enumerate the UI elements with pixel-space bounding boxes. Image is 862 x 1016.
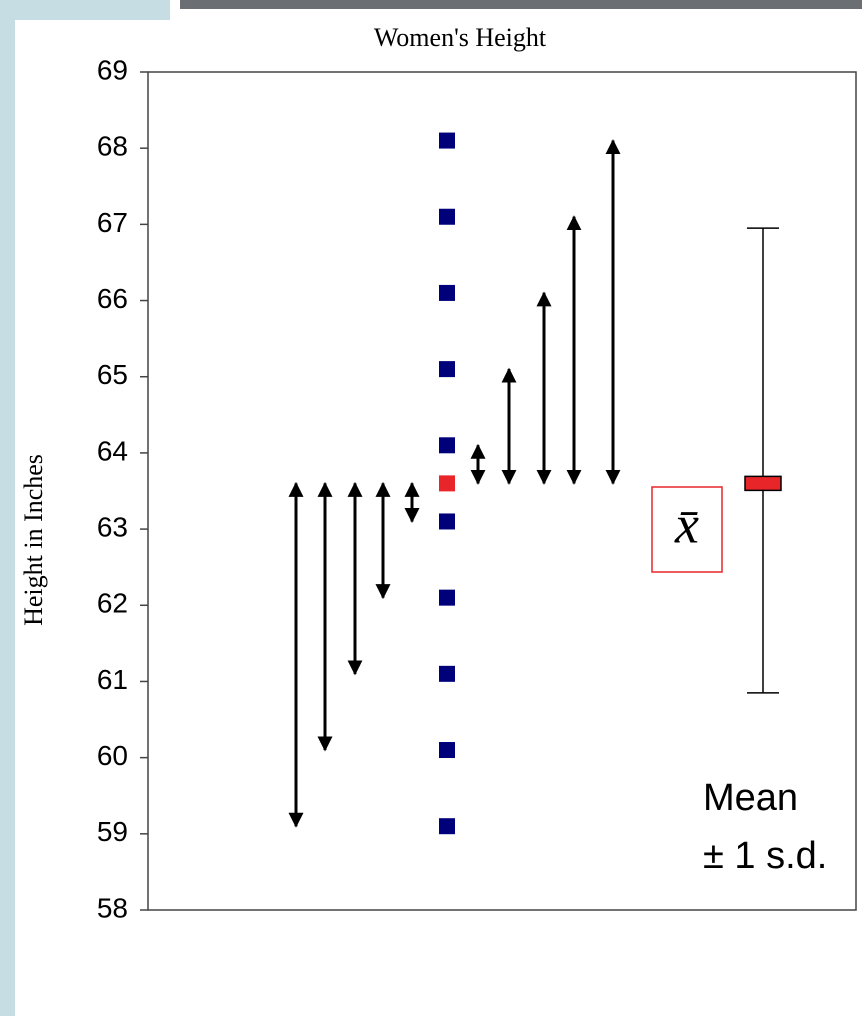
y-tick-label: 61 bbox=[97, 664, 128, 695]
side-strip bbox=[0, 0, 15, 1016]
data-point bbox=[439, 132, 455, 149]
mean-point bbox=[439, 475, 455, 492]
y-tick-label: 62 bbox=[97, 588, 128, 619]
y-tick-label: 58 bbox=[97, 892, 128, 923]
y-tick-label: 69 bbox=[97, 54, 128, 85]
data-point bbox=[439, 284, 455, 301]
y-tick-label: 64 bbox=[97, 435, 128, 466]
y-tick-label: 65 bbox=[97, 359, 128, 390]
y-tick-label: 60 bbox=[97, 740, 128, 771]
y-tick-label: 59 bbox=[97, 816, 128, 847]
y-axis-label: Height in Inches bbox=[19, 454, 48, 626]
plot-frame bbox=[147, 71, 857, 911]
mean-marker bbox=[744, 475, 782, 492]
top-strip bbox=[0, 0, 170, 20]
y-tick-label: 63 bbox=[97, 511, 128, 542]
data-point bbox=[439, 513, 455, 530]
y-tick-label: 67 bbox=[97, 207, 128, 238]
data-point bbox=[439, 665, 455, 682]
error-bar-label: Mean bbox=[703, 777, 798, 819]
mean-symbol: x̄ bbox=[674, 494, 699, 554]
data-point bbox=[439, 742, 455, 759]
mean-symbol-box bbox=[651, 486, 723, 573]
error-bar-label: ± 1 s.d. bbox=[703, 835, 827, 877]
data-point bbox=[439, 818, 455, 835]
data-point bbox=[439, 589, 455, 606]
chart-title: Women's Height bbox=[374, 23, 547, 52]
top-image-strip bbox=[180, 0, 862, 9]
data-point bbox=[439, 361, 455, 378]
data-point bbox=[439, 208, 455, 225]
y-tick-label: 66 bbox=[97, 283, 128, 314]
y-tick-label: 68 bbox=[97, 131, 128, 162]
data-point bbox=[439, 437, 455, 454]
